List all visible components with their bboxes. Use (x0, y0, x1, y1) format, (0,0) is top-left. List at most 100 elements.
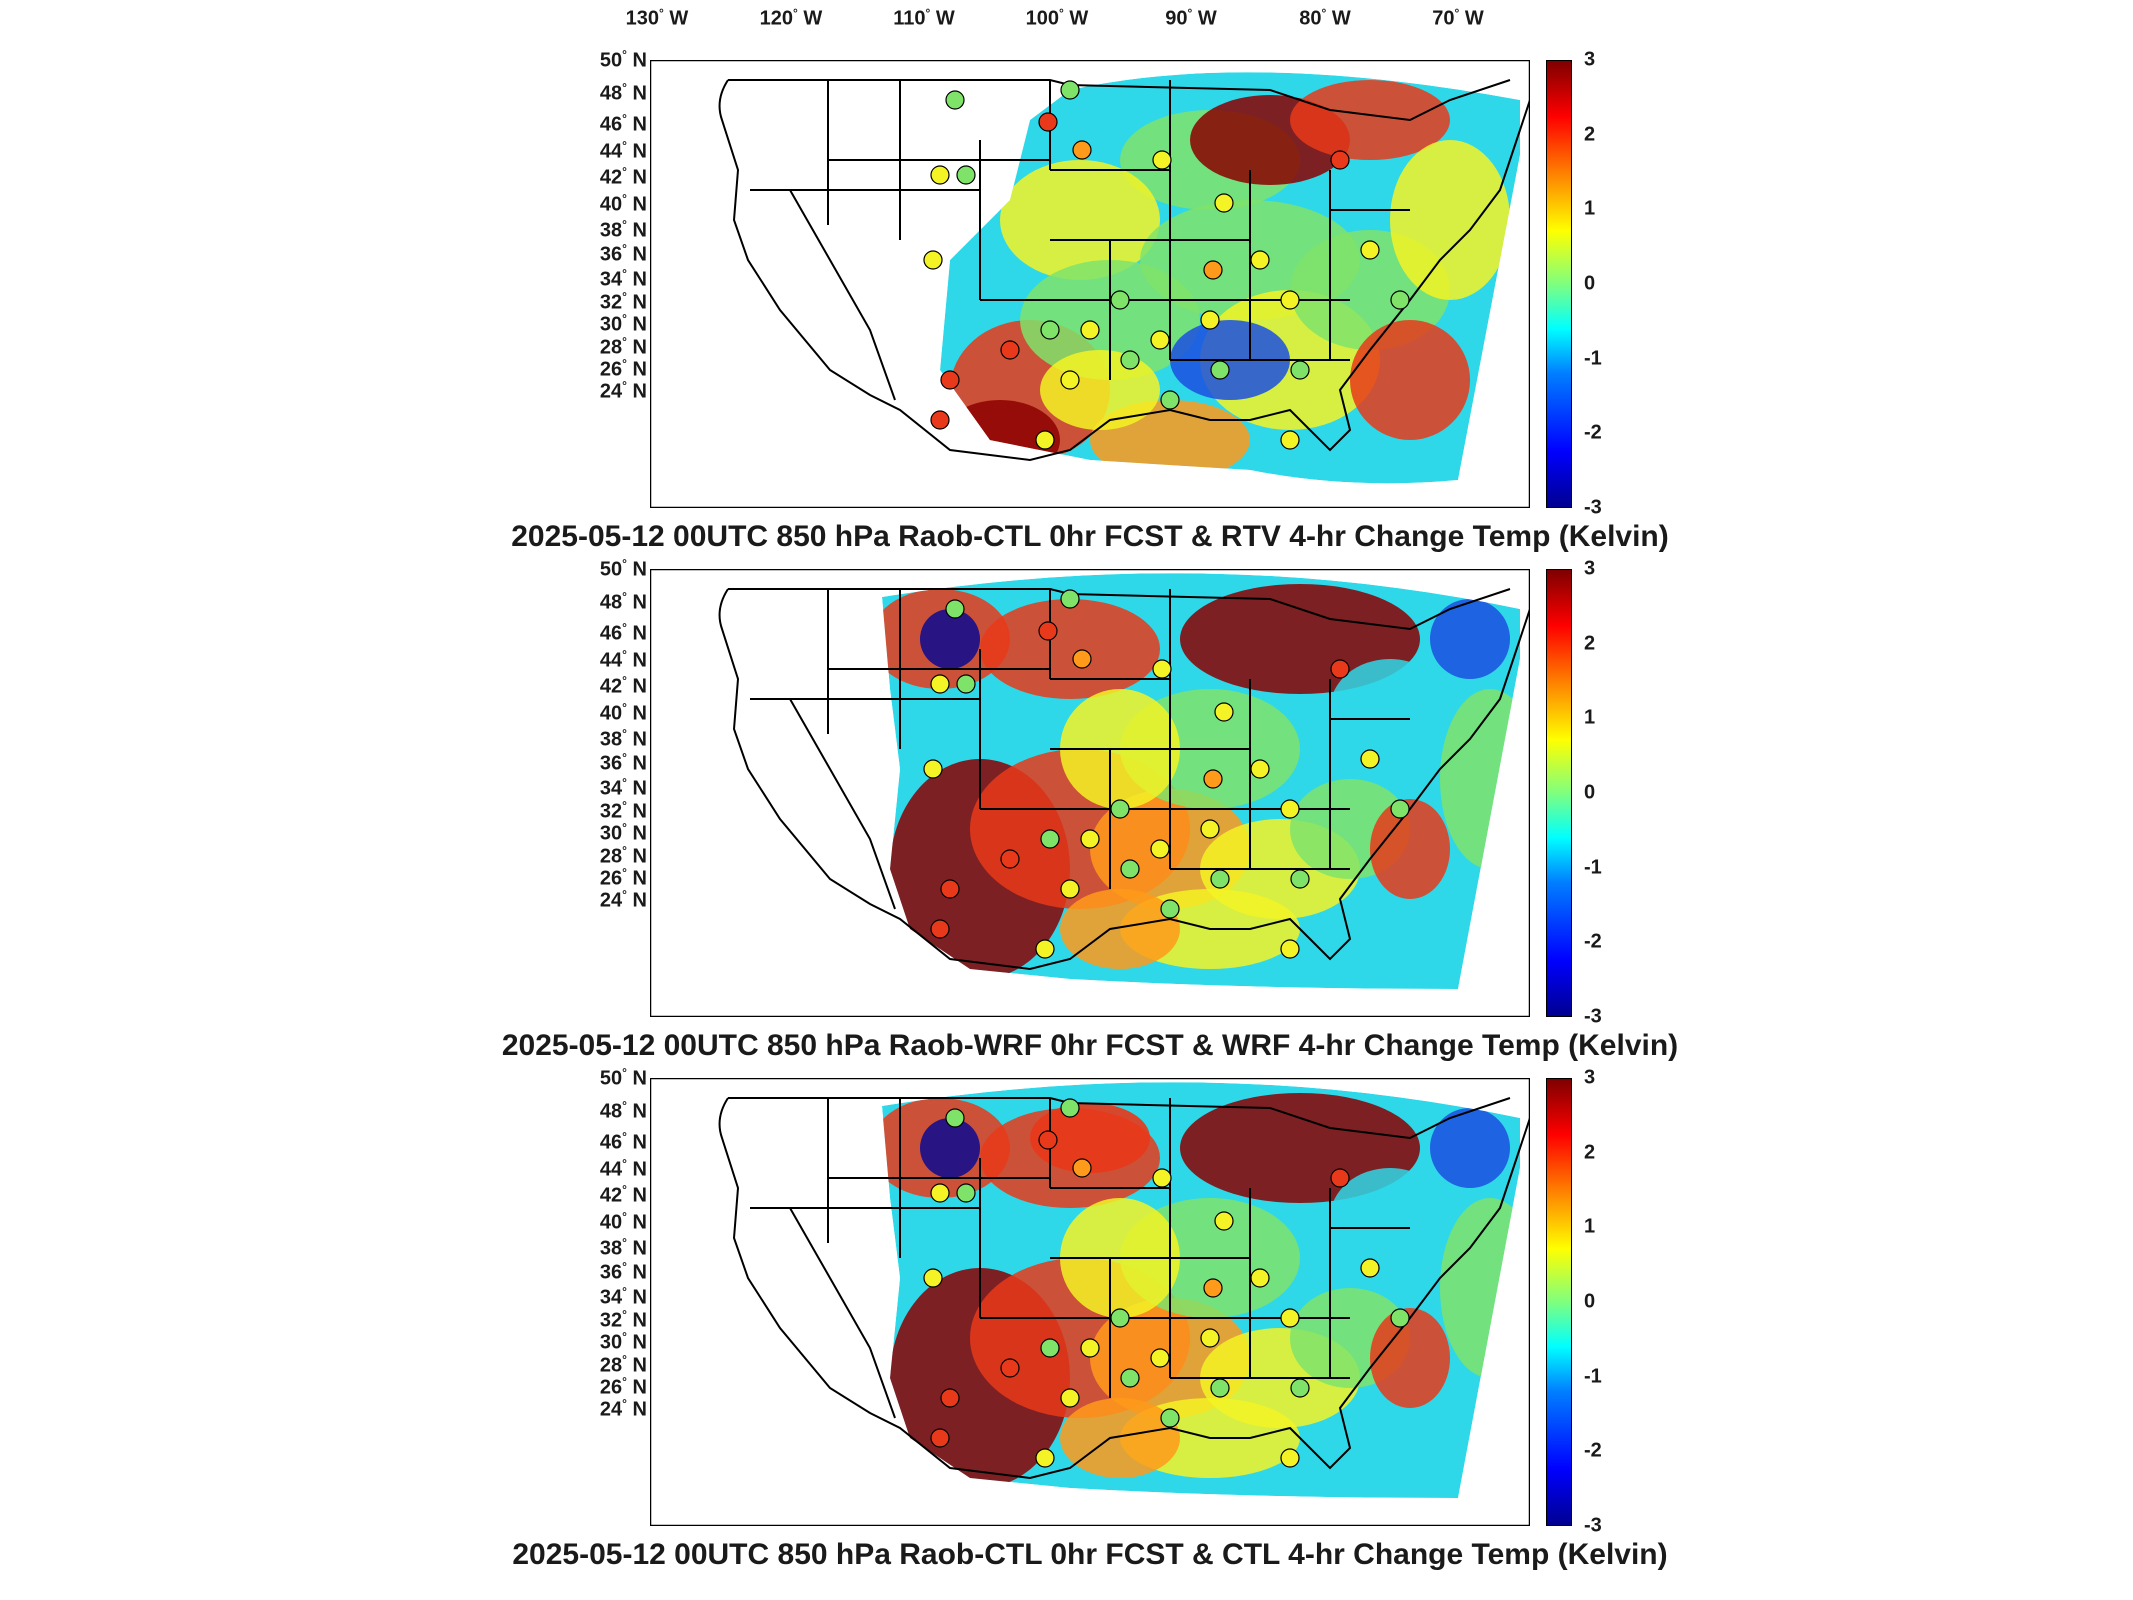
raob-station-marker (1060, 1388, 1080, 1408)
raob-station-marker (945, 90, 965, 110)
raob-station-marker (1040, 1338, 1060, 1358)
raob-station-marker (1210, 869, 1230, 889)
raob-station-marker (1120, 859, 1140, 879)
lat-label: 46° N (599, 1129, 647, 1154)
raob-station-marker (1060, 370, 1080, 390)
colorbar-tick: -2 (1584, 1439, 1602, 1462)
lat-label: 42° N (599, 1182, 647, 1207)
raob-station-marker (940, 370, 960, 390)
map-plot (650, 569, 1530, 1017)
raob-station-marker (1200, 1328, 1220, 1348)
raob-station-marker (1203, 769, 1223, 789)
raob-station-marker (1390, 290, 1410, 310)
raob-station-marker (940, 879, 960, 899)
raob-station-marker (1150, 839, 1170, 859)
raob-station-marker (1290, 1378, 1310, 1398)
lat-label: 28° N (599, 843, 647, 868)
raob-station-marker (1150, 1348, 1170, 1368)
raob-station-marker (1203, 1278, 1223, 1298)
lon-label: 120° W (759, 6, 823, 30)
colorbar-tick: 1 (1584, 1215, 1596, 1238)
lat-label: 24° N (599, 1396, 647, 1421)
lat-label: 48° N (599, 1098, 647, 1123)
map-outlines (718, 1097, 1530, 1480)
lat-label: 28° N (599, 1352, 647, 1377)
raob-station-marker (930, 1183, 950, 1203)
raob-station-marker (1200, 819, 1220, 839)
map-panel-rtv: 50° N 48° N 46° N 44° N 42° N 40° N 38° N 36° N… (0, 48, 2133, 570)
lat-label: 50° N (599, 556, 647, 581)
raob-station-marker (1000, 1358, 1020, 1378)
lat-label: 30° N (599, 820, 647, 845)
raob-station-marker (1110, 799, 1130, 819)
raob-station-marker (930, 410, 950, 430)
raob-station-marker (1150, 330, 1170, 350)
colorbar-tick: 1 (1584, 197, 1596, 220)
lat-label: 50° N (599, 1065, 647, 1090)
colorbar (1546, 569, 1572, 1017)
lat-label: 34° N (599, 775, 647, 800)
map-outlines (718, 588, 1530, 971)
raob-station-marker (923, 1268, 943, 1288)
lat-label: 32° N (599, 1307, 647, 1332)
lat-label: 46° N (599, 620, 647, 645)
colorbar-tick: 2 (1584, 123, 1596, 146)
lat-label: 34° N (599, 266, 647, 291)
raob-station-marker (945, 1108, 965, 1128)
raob-station-marker (1080, 1338, 1100, 1358)
lat-label: 44° N (599, 138, 647, 163)
colorbar-tick: 0 (1584, 272, 1596, 295)
raob-station-marker (1000, 849, 1020, 869)
lon-label: 90° W (1165, 6, 1217, 30)
raob-station-marker (1250, 759, 1270, 779)
map-outlines (718, 79, 1530, 462)
lon-label: 100° W (1025, 6, 1089, 30)
raob-station-marker (1160, 1408, 1180, 1428)
lat-label: 42° N (599, 164, 647, 189)
raob-station-marker (1210, 360, 1230, 380)
raob-station-marker (1038, 621, 1058, 641)
panel-title: 2025-05-12 00UTC 850 hPa Raob-CTL 0hr FC… (512, 1538, 1668, 1571)
lat-label: 44° N (599, 1156, 647, 1181)
raob-station-marker (1038, 1130, 1058, 1150)
raob-station-marker (930, 1428, 950, 1448)
raob-station-marker (1210, 1378, 1230, 1398)
raob-station-marker (1280, 290, 1300, 310)
colorbar-tick: 3 (1584, 48, 1596, 71)
raob-station-marker (1214, 193, 1234, 213)
lat-label: 26° N (599, 1374, 647, 1399)
raob-station-marker (1290, 869, 1310, 889)
lat-label: 48° N (599, 80, 647, 105)
raob-station-marker (1160, 390, 1180, 410)
raob-station-marker (1203, 260, 1223, 280)
panel-title: 2025-05-12 00UTC 850 hPa Raob-WRF 0hr FC… (501, 1029, 1679, 1062)
map-plot (650, 60, 1530, 508)
raob-station-marker (945, 599, 965, 619)
raob-station-marker (1330, 150, 1350, 170)
lat-label: 44° N (599, 647, 647, 672)
colorbar-tick: -1 (1584, 1365, 1602, 1388)
lat-label: 40° N (599, 1209, 647, 1234)
colorbar (1546, 60, 1572, 508)
raob-station-marker (1035, 939, 1055, 959)
lat-label: 30° N (599, 1329, 647, 1354)
lon-label: 110° W (893, 6, 955, 30)
lat-label: 38° N (599, 726, 647, 751)
raob-station-marker (1038, 112, 1058, 132)
lat-label: 24° N (599, 887, 647, 912)
colorbar-tick: 2 (1584, 632, 1596, 655)
raob-station-marker (1035, 430, 1055, 450)
raob-station-marker (1080, 320, 1100, 340)
lat-label: 48° N (599, 589, 647, 614)
colorbar-tick: -2 (1584, 421, 1602, 444)
raob-station-marker (1040, 320, 1060, 340)
raob-station-marker (930, 674, 950, 694)
raob-station-marker (1360, 749, 1380, 769)
colorbar-tick: -3 (1584, 1514, 1602, 1537)
colorbar-tick: 2 (1584, 1141, 1596, 1164)
colorbar-tick: -3 (1584, 1005, 1602, 1028)
raob-station-marker (1060, 1098, 1080, 1118)
temperature-change-field (882, 573, 1520, 989)
lat-label: 46° N (599, 111, 647, 136)
raob-station-marker (923, 250, 943, 270)
